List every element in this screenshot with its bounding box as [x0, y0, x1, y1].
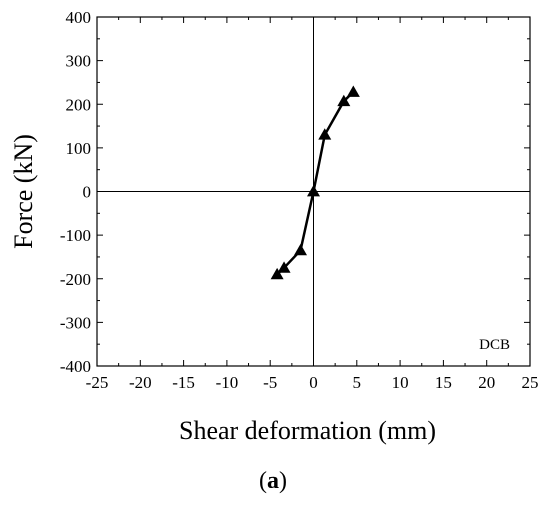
annotation-dcb: DCB [479, 337, 510, 353]
x-tick-label: -10 [216, 373, 239, 392]
series-group [270, 85, 360, 280]
data-point-marker [318, 128, 332, 140]
x-axis-title: Shear deformation (mm) [179, 416, 436, 445]
y-tick-label: 100 [66, 139, 92, 158]
data-point-marker [294, 243, 308, 256]
y-tick-label: 200 [66, 95, 92, 114]
data-point-marker [270, 267, 284, 280]
data-point-marker [337, 94, 351, 107]
y-tick-label: -100 [60, 226, 91, 245]
x-tick-label: 15 [435, 373, 452, 392]
x-tick-label: 25 [522, 373, 539, 392]
y-tick-label: 400 [66, 8, 92, 27]
panel-label-letter: a [267, 468, 279, 494]
data-point-marker [307, 185, 320, 197]
x-tick-label: 5 [353, 373, 362, 392]
tick-labels: -25 -20 -15 -10 -5 0 5 10 15 20 25 -400 -300 -200 -100… [60, 8, 539, 392]
series-line [276, 91, 355, 276]
panel-label: (a) [259, 468, 287, 494]
x-tick-label: 10 [392, 373, 409, 392]
y-tick-label: -200 [60, 270, 91, 289]
x-tick-label: -25 [86, 373, 109, 392]
plot-frame [96, 16, 531, 367]
x-tick-label: 0 [309, 373, 318, 392]
x-tick-label: -15 [172, 373, 195, 392]
data-point-marker [277, 261, 291, 273]
data-point-marker [346, 85, 360, 97]
x-tick-label: -5 [263, 373, 277, 392]
panel-label-paren-open: ( [259, 468, 267, 494]
x-tick-label: 20 [478, 373, 495, 392]
x-tick-label: -20 [129, 373, 152, 392]
panel-label-paren-close: ) [279, 468, 287, 494]
y-axis-title: Force (kN) [9, 134, 38, 249]
y-tick-label: -300 [60, 313, 91, 332]
y-tick-label: 300 [66, 52, 92, 71]
y-tick-label: 0 [83, 183, 92, 202]
y-tick-label: -400 [60, 357, 91, 376]
